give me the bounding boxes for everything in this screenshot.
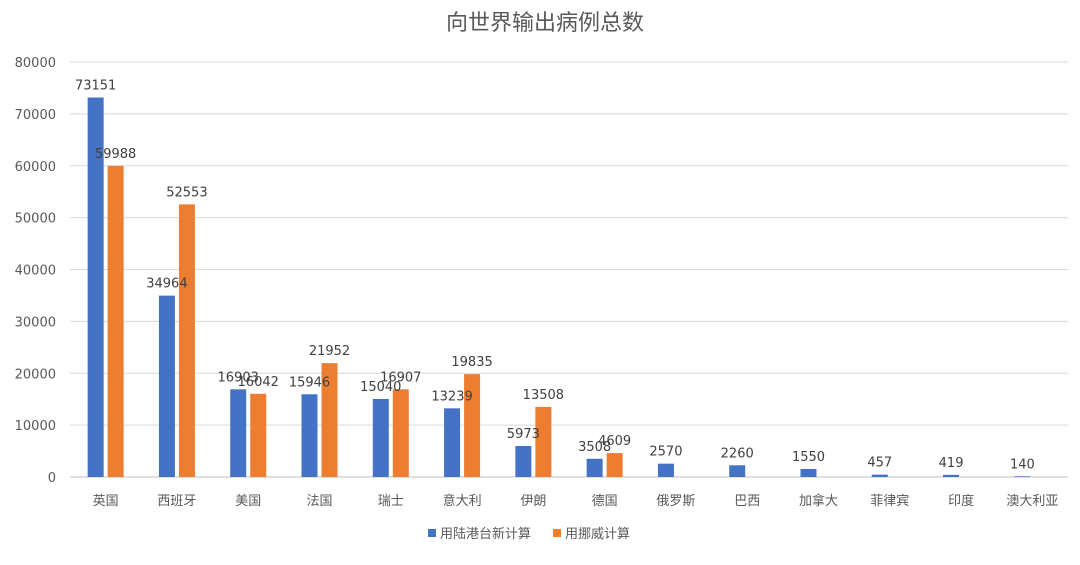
data-label: 13508 [523, 388, 564, 403]
x-tick-label: 瑞士 [378, 494, 404, 509]
bar [250, 393, 267, 477]
bar [178, 204, 195, 477]
data-label: 15040 [360, 380, 401, 395]
legend-swatch [553, 529, 561, 537]
y-tick-label: 30000 [15, 315, 56, 330]
bar [301, 394, 318, 477]
y-tick-label: 60000 [15, 160, 56, 175]
x-tick-label: 印度 [948, 493, 974, 509]
bar [158, 295, 175, 477]
data-label: 13239 [431, 389, 472, 404]
x-tick-label: 意大利 [443, 493, 482, 509]
bar [230, 389, 247, 477]
bar [943, 474, 960, 477]
bar [321, 363, 338, 477]
x-tick-label: 英国 [93, 494, 119, 509]
data-label: 73151 [75, 79, 116, 94]
bar [871, 474, 888, 477]
x-tick-label: 法国 [306, 494, 332, 509]
bar [1014, 476, 1031, 477]
data-label: 1550 [792, 450, 825, 465]
x-tick-label: 西班牙 [157, 494, 196, 509]
legend-label: 用陆港台新计算 [440, 526, 531, 542]
data-label: 21952 [309, 344, 350, 359]
bar [444, 408, 461, 477]
data-label: 16042 [238, 375, 279, 390]
gridlines [70, 61, 1068, 478]
bar [87, 97, 104, 478]
x-axis: 英国 西班牙 美国 法国 瑞士 意大利 伊朗 德国 俄罗斯 巴西 加拿大 菲律宾 印度 澳大利亚 [93, 493, 1059, 509]
legend-swatch [428, 529, 436, 537]
data-label: 52553 [166, 185, 207, 200]
bar [107, 165, 124, 477]
y-tick-label: 10000 [15, 419, 56, 434]
data-label: 16903 [218, 370, 259, 385]
x-tick-label: 美国 [235, 494, 261, 509]
data-label: 15946 [289, 375, 330, 390]
data-label: 4609 [598, 434, 631, 449]
bar [535, 406, 552, 477]
bar [586, 458, 603, 477]
y-tick-label: 40000 [15, 264, 56, 279]
data-label: 2570 [649, 445, 682, 460]
y-tick-label: 0 [48, 471, 56, 486]
bar [800, 468, 817, 477]
x-tick-label: 俄罗斯 [656, 494, 695, 509]
x-tick-label: 菲律宾 [870, 493, 909, 509]
data-label: 140 [1010, 457, 1035, 472]
y-tick-label: 70000 [15, 108, 56, 123]
data-label: 5973 [507, 427, 540, 442]
data-label: 34964 [146, 277, 187, 292]
legend: 用陆港台新计算 用挪威计算 [428, 526, 630, 542]
x-tick-label: 德国 [592, 494, 618, 509]
x-tick-label: 加拿大 [799, 493, 838, 509]
bars [87, 97, 1031, 478]
data-label: 2260 [721, 446, 754, 461]
x-tick-label: 澳大利亚 [1006, 493, 1058, 509]
data-label: 457 [867, 456, 892, 471]
data-label: 16907 [380, 370, 421, 385]
legend-label: 用挪威计算 [565, 527, 630, 542]
bar [657, 463, 674, 477]
bar [392, 389, 409, 477]
x-tick-label: 巴西 [734, 494, 760, 509]
x-tick-label: 伊朗 [520, 494, 546, 509]
bar [606, 453, 623, 477]
data-label: 19835 [451, 355, 492, 370]
bar [515, 446, 532, 477]
data-label: 59988 [95, 147, 136, 162]
chart-title: 向世界输出病例总数 [446, 11, 644, 36]
y-tick-label: 20000 [15, 367, 56, 382]
data-label: 419 [939, 456, 964, 471]
bar [729, 465, 746, 477]
y-axis: 0 10000 20000 30000 40000 50000 60000 70000 8000… [15, 56, 56, 486]
y-tick-label: 80000 [15, 56, 56, 71]
y-tick-label: 50000 [15, 212, 56, 227]
bar [372, 398, 389, 477]
bar [464, 374, 481, 477]
data-label: 3508 [578, 440, 611, 455]
